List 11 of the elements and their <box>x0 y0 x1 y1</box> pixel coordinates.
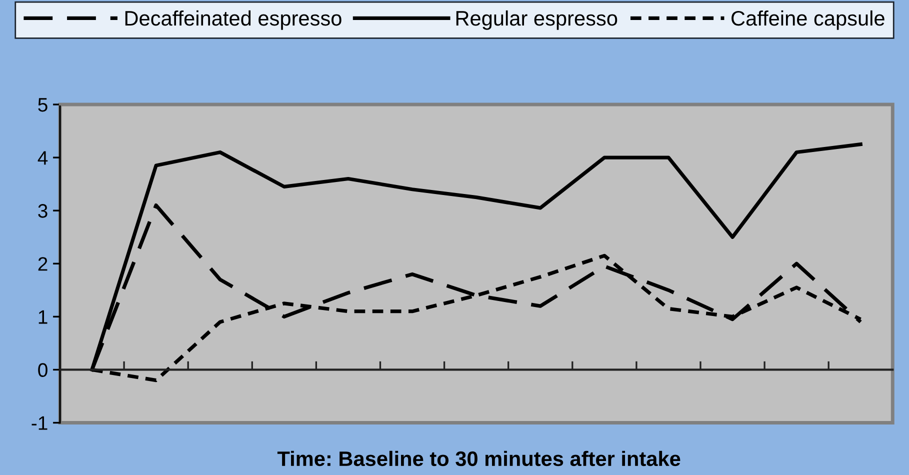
legend-label: Caffeine capsule <box>732 10 884 30</box>
y-tick-label: 1 <box>38 310 48 324</box>
y-tick-label: 4 <box>38 151 48 165</box>
y-tick-label: -1 <box>32 416 48 430</box>
y-tick-label: 2 <box>38 257 48 271</box>
legend-label: Regular espresso <box>456 10 618 30</box>
y-tick-label: 3 <box>38 204 48 218</box>
y-tick-label: 0 <box>38 363 48 377</box>
x-axis-title: Time: Baseline to 30 minutes after intake <box>277 450 680 466</box>
legend-label: Decaffeinated espresso <box>125 10 342 30</box>
y-tick-label: 5 <box>38 98 48 112</box>
